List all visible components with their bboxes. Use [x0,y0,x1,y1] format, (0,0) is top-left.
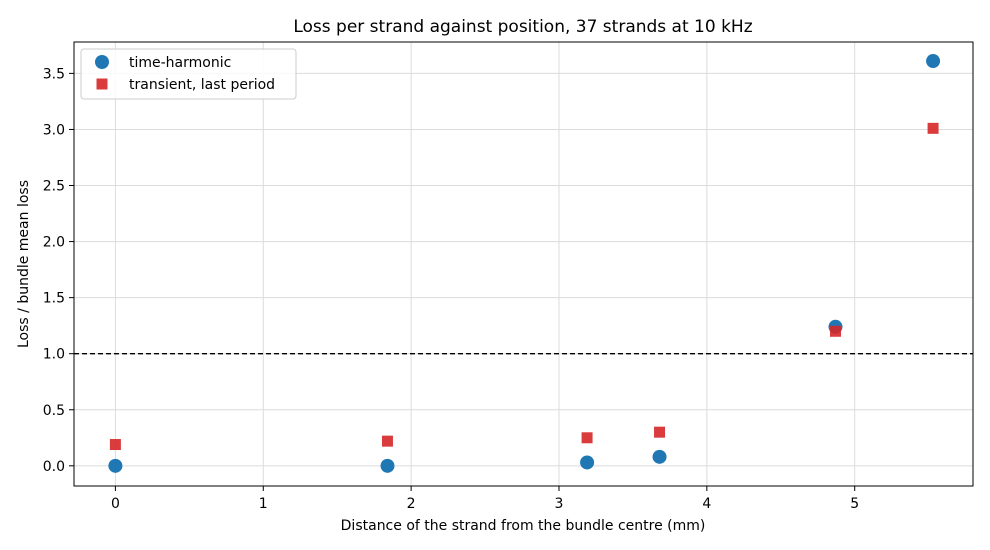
x-tick-label: 3 [555,496,564,512]
y-tick-label: 1.5 [43,291,65,307]
y-tick-label: 3.5 [43,66,65,82]
y-tick-label: 3.0 [43,122,65,138]
x-tick-label: 4 [702,496,711,512]
data-point-transient [581,432,593,444]
x-tick-label: 2 [407,496,416,512]
data-point-time-harmonic [652,449,667,464]
data-point-transient [654,426,666,438]
x-tick-label: 5 [850,496,859,512]
axis-ticks: 0 1 2 3 4 5 0.0 0.5 1.0 1.5 2.0 2.5 3.0 3.5 [43,66,859,512]
x-tick-label: 1 [259,496,268,512]
data-point-time-harmonic [108,458,123,473]
legend-marker-circle [95,55,109,69]
legend-label: time-harmonic [129,55,231,71]
data-point-transient [381,435,393,447]
y-tick-label: 0.5 [43,403,65,419]
x-tick-label: 0 [111,496,120,512]
data-point-transient [829,325,841,337]
legend-marker-square [96,78,108,90]
plot-frame [73,41,974,487]
y-tick-label: 1.0 [43,347,65,363]
chart-title: Loss per strand against position, 37 str… [293,17,752,37]
data-point-time-harmonic [926,54,941,69]
x-axis-label: Distance of the strand from the bundle c… [341,518,706,534]
legend-box [80,48,297,100]
legend-label: transient, last period [129,77,275,93]
y-tick-label: 0.0 [43,459,65,475]
legend: time-harmonic transient, last period [80,48,297,100]
data-point-time-harmonic [580,455,595,470]
data-point-time-harmonic [380,458,395,473]
grid-lines [74,42,973,486]
data-point-transient [109,439,121,451]
y-tick-label: 2.0 [43,235,65,251]
y-axis-label: Loss / bundle mean loss [16,180,32,348]
data-marks [108,54,941,473]
y-tick-label: 2.5 [43,179,65,195]
data-point-transient [927,122,939,134]
